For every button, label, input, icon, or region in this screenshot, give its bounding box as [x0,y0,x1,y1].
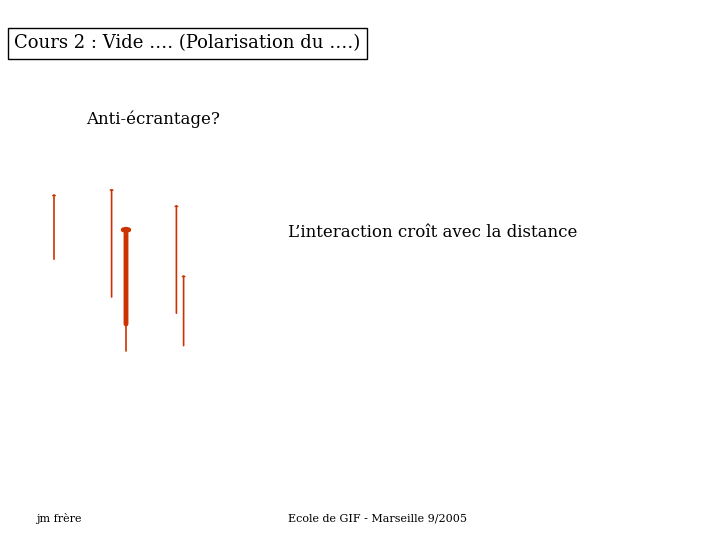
Text: jm frère: jm frère [36,513,81,524]
Text: L’interaction croît avec la distance: L’interaction croît avec la distance [288,224,577,241]
Text: Cours 2 : Vide …. (Polarisation du ….): Cours 2 : Vide …. (Polarisation du ….) [14,34,361,52]
Text: Ecole de GIF - Marseille 9/2005: Ecole de GIF - Marseille 9/2005 [288,514,467,523]
Text: Anti-écrantage?: Anti-écrantage? [86,110,220,127]
